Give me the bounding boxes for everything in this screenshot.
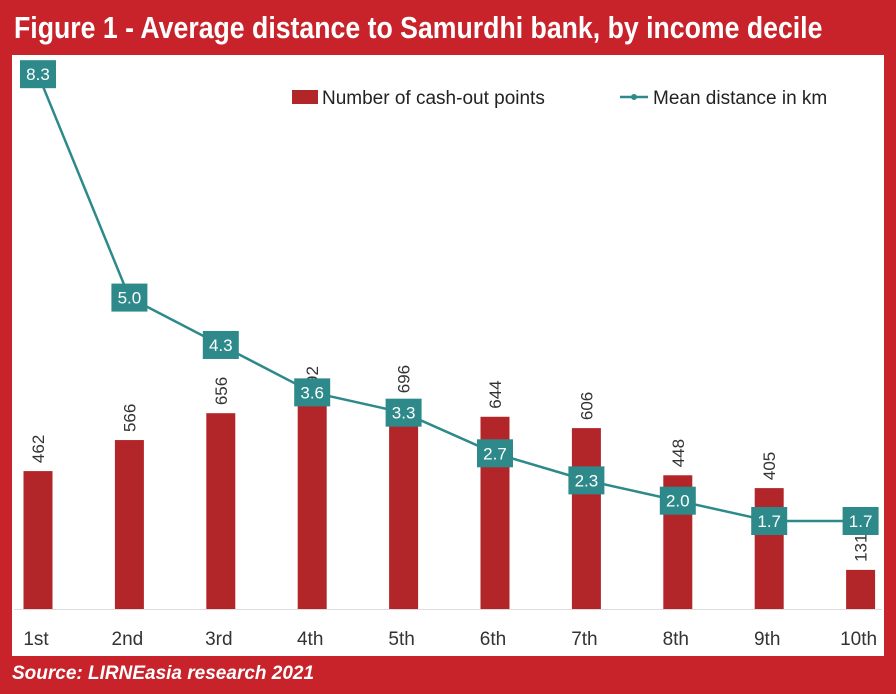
bar-value-label: 448 [669,439,688,467]
line-value-label: 2.7 [483,444,507,463]
line-point-10th [842,507,879,535]
line-point-1st [20,60,56,89]
x-tick-label: 9th [754,629,780,650]
bar-7th [571,428,601,609]
source-note: Source: LIRNEasia research 2021 [12,663,315,684]
line-value-label: 8.3 [26,65,50,84]
line-point-4th [294,378,331,407]
bar-1st [23,471,53,609]
line-series-mean-distance [36,73,861,523]
line-value-label: 4.3 [209,336,233,355]
bar-4th [297,402,327,609]
bar-3rd [206,413,236,609]
bar-9th [754,488,784,609]
x-tick-label: 5th [388,629,414,650]
bar-value-label: 131 [852,534,871,562]
line-point-6th [477,439,513,468]
x-tick-label: 6th [480,629,506,650]
x-tick-label: 2nd [112,629,144,650]
bar-value-label: 405 [760,452,779,480]
bar-2nd [114,440,144,609]
bar-value-label: 644 [486,380,505,408]
x-tick-label: 3rd [205,629,232,650]
legend-marker-line [631,94,637,100]
line-point-2nd [111,283,148,312]
line-value-label: 3.6 [300,383,324,402]
bar-value-label: 696 [395,365,414,393]
line-point-7th [568,466,605,495]
line-value-label: 2.3 [575,471,599,490]
line-value-label: 1.7 [849,512,873,531]
bar-10th [846,569,876,609]
line-point-5th [385,398,422,427]
bar-value-label: 566 [120,404,139,432]
legend-label-bars: Number of cash-out points [322,88,545,109]
bar-value-label: 462 [29,435,48,463]
line-value-label: 1.7 [757,512,781,531]
x-tick-label: 4th [297,629,323,650]
line-value-label: 5.0 [118,289,142,308]
line-point-8th [659,486,696,515]
line-point-9th [751,507,788,535]
line-value-label: 2.0 [666,492,690,511]
x-tick-label: 10th [840,629,877,650]
x-tick-label: 8th [663,629,689,650]
legend-label-line: Mean distance in km [653,88,827,109]
x-tick-label: 1st [23,629,49,650]
bar-value-label: 606 [577,392,596,420]
figure-title: Figure 1 - Average distance to Samurdhi … [14,10,823,45]
legend-swatch-bars [292,90,318,104]
line-value-label: 3.3 [392,404,416,423]
bar-value-label: 656 [212,377,231,405]
x-tick-label: 7th [571,629,597,650]
line-point-3rd [202,330,239,359]
bar-5th [389,401,419,609]
plot-area [12,55,884,656]
